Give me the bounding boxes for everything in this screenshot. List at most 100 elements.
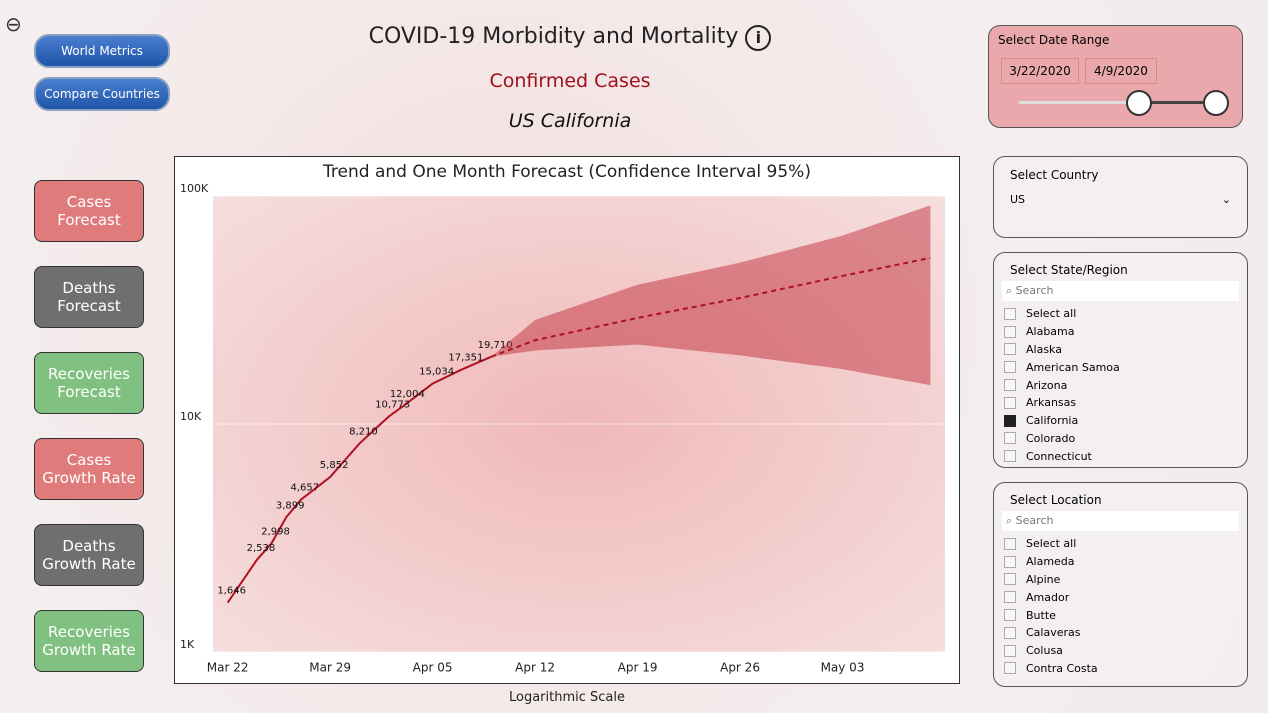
chart-title: Trend and One Month Forecast (Confidence… (322, 162, 811, 182)
list-item[interactable]: Colusa (994, 642, 1247, 660)
start-date[interactable]: 3/22/2020 (1001, 58, 1079, 84)
list-item[interactable]: California (994, 412, 1247, 430)
button-text: Recoveries (48, 365, 130, 383)
slicer-title: Select Country (1010, 168, 1099, 182)
list-item[interactable]: American Samoa (994, 358, 1247, 376)
data-label: 3,899 (276, 500, 305, 511)
slicer-title: Select Date Range (998, 33, 1110, 47)
list-item[interactable]: Alpine (994, 571, 1247, 589)
data-label: 19,710 (478, 340, 513, 351)
state-slicer: Select State/Region ⌕ Search Select all A… (993, 252, 1248, 468)
y-tick-label: 1K (180, 638, 195, 651)
checkbox (1004, 343, 1016, 356)
slider-range (1139, 101, 1215, 104)
list-item[interactable]: Connecticut (994, 447, 1247, 465)
nav-button[interactable]: World Metrics (34, 34, 170, 68)
item-label: Contra Costa (1026, 661, 1098, 675)
checkbox (1004, 662, 1016, 675)
search-placeholder: Search (1015, 514, 1054, 527)
dropdown-value: US (1010, 193, 1026, 206)
side-button[interactable]: Deaths Forecast (34, 266, 144, 328)
list-item[interactable]: Butte (994, 606, 1247, 624)
x-tick-label: Apr 19 (618, 661, 658, 675)
item-label: Alaska (1026, 342, 1062, 356)
item-label: Calaveras (1026, 626, 1081, 640)
side-button[interactable]: Deaths Growth Rate (34, 524, 144, 586)
title-text: COVID-19 Morbidity and Mortality (368, 24, 739, 49)
list-item[interactable]: Select all (994, 305, 1247, 323)
date-slicer: Select Date Range 3/22/2020 4/9/2020 (988, 25, 1243, 128)
confidence-band (491, 205, 931, 386)
item-list: Select all Alabama Alaska American Samoa Ari… (994, 305, 1247, 465)
checkbox (1004, 626, 1016, 639)
button-text: Forecast (57, 297, 121, 315)
data-label: 2,538 (247, 543, 276, 554)
x-tick-label: Apr 26 (720, 661, 760, 675)
country-slicer: Select Country US ⌄ (993, 156, 1248, 238)
side-button[interactable]: Recoveries Growth Rate (34, 610, 144, 672)
data-label: 5,852 (320, 460, 349, 471)
list-item[interactable]: Arkansas (994, 394, 1247, 412)
list-item[interactable]: Arizona (994, 376, 1247, 394)
list-item[interactable]: Select all (994, 535, 1247, 553)
data-label: 12,004 (390, 389, 425, 400)
slider-handle[interactable] (1203, 90, 1229, 116)
item-label: Amador (1026, 590, 1070, 604)
item-label: Alpine (1026, 572, 1061, 586)
location-slicer: Select Location ⌕ Search Select all Alame… (993, 482, 1248, 687)
data-line (490, 256, 931, 358)
search-box[interactable]: ⌕ Search (1002, 511, 1239, 531)
button-text: Deaths (62, 279, 116, 297)
list-item[interactable]: Colorado (994, 430, 1247, 448)
item-list: Select all Alameda Alpine Amador Butte Calave… (994, 535, 1247, 677)
button-text: Cases (66, 451, 112, 469)
item-label: Colorado (1026, 431, 1076, 445)
item-label: Select all (1026, 537, 1077, 551)
list-item[interactable]: Contra Costa (994, 660, 1247, 678)
back-icon[interactable]: ⊖ (5, 12, 22, 36)
item-label: Alabama (1026, 325, 1075, 339)
data-label: 15,034 (419, 367, 454, 378)
side-button[interactable]: Cases Forecast (34, 180, 144, 242)
data-label: 17,351 (448, 352, 483, 363)
nav-button[interactable]: Compare Countries (34, 77, 170, 111)
list-item[interactable]: Alameda (994, 553, 1247, 571)
end-date[interactable]: 4/9/2020 (1085, 58, 1157, 84)
data-label: 8,210 (349, 427, 378, 438)
slicer-title: Select State/Region (1010, 263, 1128, 277)
slider-handle[interactable] (1126, 90, 1152, 116)
metric: Confirmed Cases (489, 70, 651, 92)
data-label: 2,998 (261, 526, 290, 537)
info-icon[interactable]: i (745, 25, 772, 51)
data-label: 10,773 (375, 400, 410, 411)
item-label: Arizona (1026, 378, 1068, 392)
list-item[interactable]: Calaveras (994, 624, 1247, 642)
item-label: Arkansas (1026, 396, 1077, 410)
checkbox (1004, 450, 1016, 463)
list-item[interactable]: Amador (994, 588, 1247, 606)
checkbox (1004, 414, 1016, 427)
checkbox (1004, 555, 1016, 568)
button-text: Growth Rate (42, 555, 136, 573)
checkbox (1004, 644, 1016, 657)
list-item[interactable]: Alabama (994, 323, 1247, 341)
button-text: Forecast (57, 383, 121, 401)
side-button[interactable]: Cases Growth Rate (34, 438, 144, 500)
button-text: Cases (66, 193, 112, 211)
side-button[interactable]: Recoveries Forecast (34, 352, 144, 414)
data-label: 4,657 (291, 483, 320, 494)
button-text: Recoveries (48, 623, 130, 641)
search-placeholder: Search (1015, 284, 1054, 297)
item-label: California (1026, 414, 1079, 428)
page-title: COVID-19 Morbidity and Mortality i (0, 24, 1140, 51)
search-box[interactable]: ⌕ Search (1002, 281, 1239, 301)
list-item[interactable]: Alaska (994, 341, 1247, 359)
x-tick-label: Mar 29 (309, 661, 351, 675)
country-dropdown[interactable]: US ⌄ (1010, 193, 1231, 206)
item-label: American Samoa (1026, 360, 1120, 374)
checkbox (1004, 307, 1016, 320)
checkbox (1004, 361, 1016, 374)
button-text: Deaths (62, 537, 116, 555)
button-text: Growth Rate (42, 641, 136, 659)
